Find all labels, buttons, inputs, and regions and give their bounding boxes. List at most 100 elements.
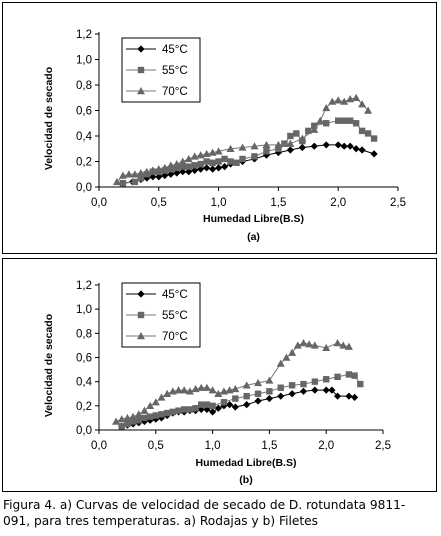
data-point-diamond: [298, 143, 306, 152]
data-point-triangle: [352, 93, 361, 101]
legend-label: 70°C: [162, 86, 188, 98]
data-point-diamond: [351, 393, 359, 401]
y-tick-label: 1,2: [76, 280, 92, 292]
data-point-diamond: [265, 394, 273, 403]
data-point-square: [203, 158, 210, 165]
data-point-triangle: [310, 341, 319, 349]
chart-panel-b: [2, 258, 437, 492]
x-tick-label: 2,0: [330, 197, 346, 209]
data-point-square: [220, 399, 228, 406]
data-point-triangle: [322, 103, 331, 112]
legend-marker: [137, 332, 145, 340]
data-point-triangle: [265, 376, 274, 384]
data-point-triangle: [202, 149, 211, 158]
data-point-triangle: [157, 393, 166, 401]
data-point-square: [233, 159, 240, 166]
data-point-square: [288, 382, 296, 389]
legend-marker: [137, 290, 145, 298]
data-point-square: [209, 402, 216, 410]
data-point-triangle: [344, 342, 353, 350]
data-point-triangle: [146, 401, 155, 410]
data-point-diamond: [191, 166, 199, 175]
x-tick-label: 0,0: [91, 440, 107, 452]
data-point-square: [335, 117, 342, 124]
data-point-square: [323, 376, 330, 383]
data-point-triangle: [163, 389, 172, 397]
data-point-square: [364, 130, 372, 137]
data-point-diamond: [358, 146, 366, 154]
data-point-square: [163, 409, 171, 417]
legend-marker: [137, 311, 145, 319]
data-point-square: [221, 155, 228, 163]
data-point-triangle: [129, 412, 138, 420]
data-point-square: [352, 120, 360, 127]
y-axis-label: Velocidad de secado: [43, 314, 55, 417]
data-point-triangle: [134, 410, 143, 418]
data-point-triangle: [250, 142, 259, 150]
data-point-triangle: [142, 167, 151, 175]
data-point-square: [232, 395, 239, 402]
data-point-diamond: [254, 397, 262, 405]
data-point-diamond: [345, 392, 353, 400]
data-point-square: [370, 135, 378, 142]
data-point-diamond: [167, 170, 175, 178]
data-point-square: [173, 164, 180, 172]
data-point-triangle: [334, 96, 343, 104]
data-point-square: [323, 120, 330, 127]
data-point-square: [135, 417, 142, 424]
data-point-triangle: [288, 348, 297, 356]
y-tick-label: 1,2: [76, 29, 92, 41]
legend-label: 70°C: [162, 331, 188, 343]
data-point-diamond: [226, 401, 234, 409]
data-point-square: [281, 140, 288, 147]
data-point-diamond: [286, 146, 294, 154]
data-point-triangle: [333, 339, 342, 347]
panel-sublabel: (a): [247, 231, 260, 243]
data-point-triangle: [238, 143, 247, 151]
data-point-square: [275, 145, 282, 152]
data-point-triangle: [202, 383, 211, 391]
x-tick-label: 1,0: [211, 197, 227, 209]
data-point-diamond: [322, 141, 330, 149]
x-axis-label: Humedad Libre(B.S): [203, 213, 304, 225]
data-point-diamond: [149, 173, 157, 181]
figure-caption: Figura 4. a) Curvas de velocidad de seca…: [3, 497, 438, 529]
data-point-triangle: [358, 100, 367, 108]
data-point-diamond: [334, 141, 342, 149]
x-tick-label: 1,0: [205, 440, 221, 452]
data-point-diamond: [299, 387, 308, 395]
data-point-triangle: [219, 387, 228, 395]
data-point-triangle: [172, 160, 181, 168]
data-point-square: [311, 378, 319, 385]
data-point-triangle: [124, 170, 133, 178]
data-point-triangle: [208, 148, 217, 156]
data-point-triangle: [328, 97, 337, 105]
data-point-triangle: [191, 384, 200, 393]
data-point-diamond: [370, 150, 378, 158]
chart-a: 0,0 0,2 0,4 0,6 0,8 1,0 1,2 0,0 0,5 1,0 1,5 2,0 2,5 H…: [43, 29, 406, 243]
data-point-triangle: [112, 177, 121, 186]
data-point-diamond: [277, 392, 285, 400]
data-point-square: [197, 160, 204, 168]
data-point-triangle: [154, 165, 163, 173]
y-tick-label: 0,4: [76, 377, 93, 389]
y-tick-label: 0,2: [76, 157, 92, 169]
data-point-square: [334, 373, 341, 381]
data-point-diamond: [173, 169, 181, 177]
data-point-triangle: [214, 147, 223, 155]
data-point-diamond: [203, 405, 211, 414]
data-point-diamond: [146, 416, 154, 424]
data-point-diamond: [340, 142, 348, 150]
y-tick-label: 1,0: [76, 304, 92, 316]
data-point-diamond: [161, 171, 169, 180]
data-point-diamond: [214, 404, 222, 412]
data-point-triangle: [276, 359, 285, 367]
data-point-square: [181, 406, 188, 413]
data-point-triangle: [226, 144, 235, 152]
data-point-triangle: [196, 151, 205, 159]
x-tick-label: 1,5: [270, 197, 286, 209]
x-tick-label: 2,5: [390, 197, 406, 209]
data-point-diamond: [220, 163, 229, 171]
data-point-triangle: [136, 168, 145, 177]
